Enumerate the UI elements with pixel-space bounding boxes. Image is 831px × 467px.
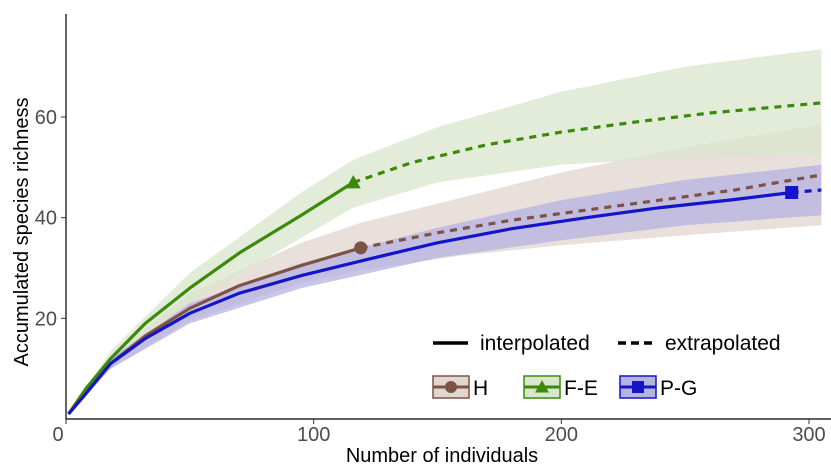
legend-marker-p-g [632,381,644,393]
y-tick-label: 60 [35,107,57,129]
legend: interpolated extrapolated H F-E P-G [432,332,781,400]
x-tick-label: 100 [297,424,330,446]
legend-marker-f-e [535,380,549,393]
legend-interpolated-label: interpolated [480,332,590,355]
legend-line-types: interpolated extrapolated [433,332,781,355]
observed-point-p-g [785,186,799,199]
x-tick-label: 300 [792,424,825,446]
legend-label-f-e: F-E [564,377,598,400]
y-ticks: 20 40 60 [35,107,66,330]
x-tick-label: 200 [545,424,578,446]
legend-extrapolated-label: extrapolated [665,332,781,355]
confidence-bands [68,49,822,414]
interpolated-line-f-e [67,181,355,415]
legend-series: H F-E P-G [432,375,697,400]
legend-marker-h [445,381,457,393]
legend-label-p-g: P-G [660,377,697,400]
interpolated-line-p-g [67,190,792,416]
series-lines [67,101,822,416]
y-tick-label: 20 [35,308,57,330]
observed-markers [345,174,799,255]
y-tick-label: 40 [35,208,57,230]
x-axis-label: Number of individuals [346,445,538,467]
ci-band-f-e [68,49,822,414]
x-tick-label: 0 [52,424,63,446]
observed-point-f-e [345,174,361,189]
legend-label-h: H [473,377,488,400]
observed-point-h [354,241,368,255]
x-ticks: 0 100 200 300 [52,419,826,446]
extrapolated-line-h [360,173,822,250]
extrapolated-line-f-e [352,101,822,184]
ci-band-p-g [68,164,822,414]
y-axis-label: Accumulated species richness [11,97,33,366]
